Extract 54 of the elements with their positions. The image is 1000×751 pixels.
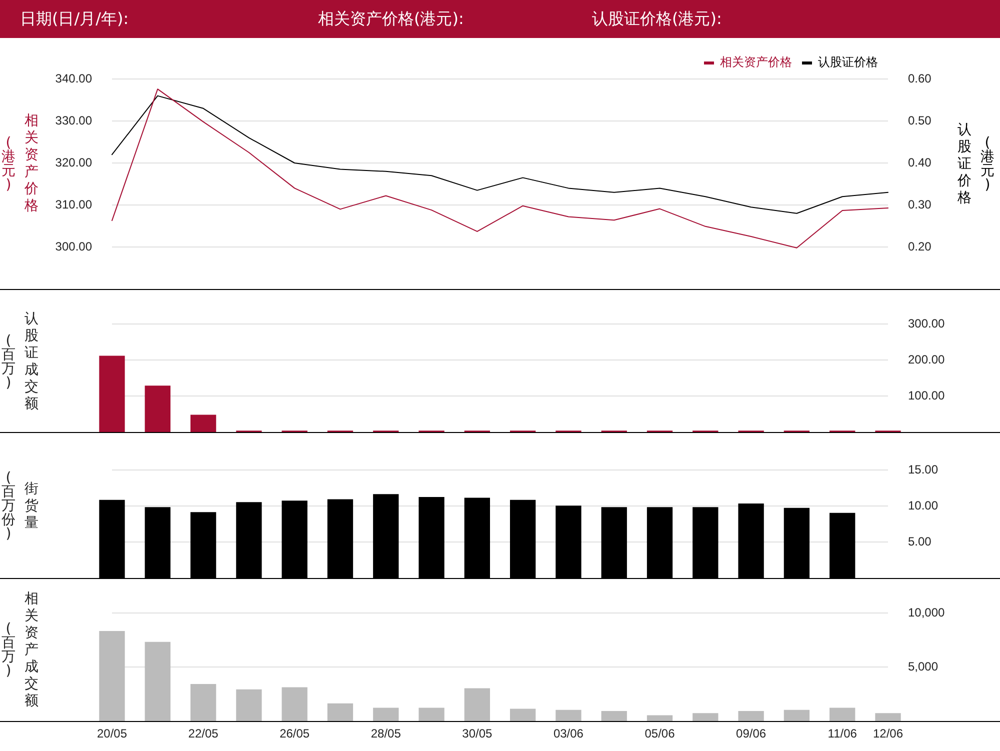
bar (556, 710, 582, 722)
x-tick-label: 20/05 (96, 726, 128, 741)
x-tick-label: 03/06 (553, 726, 584, 741)
bar (601, 710, 627, 722)
y2-tick-label: 0.60 (908, 71, 932, 86)
bar (190, 414, 216, 432)
y2-tick-label: 0.40 (908, 155, 932, 170)
bar (282, 687, 308, 722)
x-tick-label: 22/05 (188, 726, 219, 741)
bar (99, 631, 125, 722)
y-tick-label: 10.00 (908, 498, 938, 512)
legend-label: 认股证价格 (818, 55, 878, 70)
x-tick-label: 11/06 (828, 726, 858, 741)
text: 相关资产价格(港元): (318, 8, 464, 30)
bar (418, 708, 444, 722)
y-tick-label: 340.00 (55, 71, 92, 86)
bar (830, 708, 856, 722)
bar (99, 356, 125, 432)
bar (510, 708, 536, 722)
bar (144, 386, 170, 432)
x-tick-label: 30/05 (462, 726, 493, 741)
legend-label: 相关资产价格 (720, 55, 792, 70)
y-tick-label: 200.00 (908, 352, 946, 366)
y2-tick-label: 0.20 (908, 239, 932, 254)
x-tick-label: 12/06 (872, 726, 904, 741)
bar (464, 688, 490, 722)
bar (646, 715, 673, 722)
y-tick-label: 10,000 (908, 605, 946, 620)
x-tick-label: 28/05 (370, 726, 402, 741)
y-tick-label: 300.00 (908, 316, 946, 330)
y-tick-label: 300.00 (55, 239, 92, 254)
y2-tick-label: 0.50 (908, 113, 932, 128)
bar (327, 703, 354, 722)
bar (875, 713, 901, 722)
x-tick-label: 09/06 (736, 726, 766, 741)
bar (236, 689, 262, 722)
y2-tick-label: 0.30 (908, 197, 932, 212)
y-tick-label: 100.00 (908, 388, 946, 402)
y-tick-label: 330.00 (55, 113, 92, 128)
text: 日期(日/月/年): (20, 8, 129, 30)
bar (190, 684, 216, 722)
bar (784, 710, 810, 722)
bar (144, 642, 170, 722)
text: 认股证价格(港元): (592, 8, 722, 30)
bar (692, 713, 718, 722)
y-tick-label: 320.00 (55, 155, 92, 170)
y-tick-label: 5.00 (908, 534, 932, 548)
bar (738, 710, 764, 722)
bar (373, 708, 399, 722)
x-tick-label: 26/05 (280, 726, 310, 741)
x-tick-label: 05/06 (644, 726, 676, 741)
y-tick-label: 310.00 (55, 197, 92, 212)
y-tick-label: 15.00 (908, 462, 938, 476)
y-tick-label: 5,000 (908, 659, 938, 674)
